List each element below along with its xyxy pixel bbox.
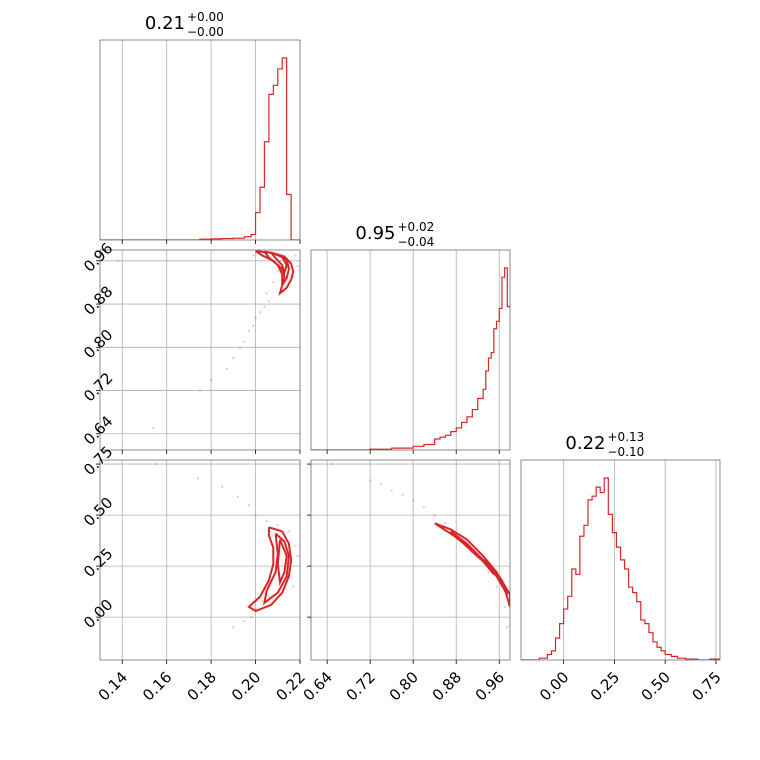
- ytick-label-2-0: 0.00: [80, 596, 116, 632]
- title-minus-1: −0.04: [398, 235, 435, 249]
- sample-point-1-17: [296, 554, 299, 558]
- xtick-label-1-1: 0.72: [343, 668, 379, 704]
- panel-frame-0-0: [99, 39, 301, 241]
- sample-point-2-7: [433, 513, 436, 517]
- sample-point-1-8: [243, 620, 246, 623]
- sample-point-1-3: [236, 495, 239, 498]
- xtick-label-0-3: 0.20: [228, 668, 264, 704]
- sample-point-1-4: [247, 503, 251, 507]
- sample-point-2-8: [444, 522, 447, 525]
- sample-point-0-18: [294, 254, 297, 257]
- sample-point-0-3: [209, 378, 213, 381]
- contour-1-0: [247, 526, 293, 613]
- sample-point-0-10: [254, 316, 257, 319]
- contour-1-2: [276, 539, 288, 587]
- xtick-label-0-4: 0.22: [272, 668, 308, 704]
- xtick-label-1-0: 0.64: [300, 668, 336, 704]
- sample-point-0-19: [296, 265, 299, 268]
- sample-point-0-1: [152, 427, 155, 430]
- sample-point-2-0: [331, 462, 334, 466]
- ytick-label-1-0: 0.64: [80, 412, 116, 448]
- sample-point-1-0: [154, 462, 157, 466]
- title-minus-0: −0.00: [187, 25, 224, 39]
- xtick-label-2-1: 0.25: [587, 668, 623, 704]
- title-value-2: 0.22: [565, 433, 605, 454]
- ytick-label-1-3: 0.88: [80, 283, 116, 319]
- title-value-1: 0.95: [355, 223, 395, 244]
- sample-point-1-7: [232, 626, 235, 629]
- ytick-label-1-2: 0.80: [80, 326, 116, 362]
- title-value-0: 0.21: [145, 13, 185, 34]
- panel-frame-2-1: [310, 459, 511, 661]
- sample-point-1-2: [221, 485, 224, 488]
- histogram-param-1: [311, 267, 510, 450]
- xtick-label-0-1: 0.16: [139, 668, 175, 704]
- sample-point-0-16: [276, 270, 279, 273]
- sample-point-0-23: [252, 254, 255, 257]
- contour-2-0: [434, 522, 510, 608]
- ytick-label-2-2: 0.50: [80, 494, 116, 530]
- sample-point-0-4: [225, 367, 228, 371]
- ytick-label-2-1: 0.25: [80, 545, 116, 581]
- sample-point-2-12: [487, 571, 490, 574]
- sample-point-0-5: [232, 356, 235, 360]
- sample-point-0-8: [247, 329, 251, 333]
- sample-point-0-7: [243, 340, 246, 344]
- sample-point-2-15: [506, 626, 509, 629]
- sample-point-2-13: [495, 585, 498, 588]
- sample-point-1-11: [261, 599, 264, 603]
- title-plus-1: +0.02: [398, 220, 435, 234]
- sample-point-2-1: [368, 479, 372, 482]
- xtick-label-1-2: 0.80: [386, 668, 422, 704]
- sample-point-0-6: [238, 346, 242, 349]
- sample-point-0-15: [272, 281, 275, 284]
- contour-0-2: [270, 251, 288, 277]
- histogram-param-2: [521, 477, 720, 660]
- sample-point-1-9: [249, 615, 253, 619]
- sample-point-1-13: [276, 524, 279, 527]
- xtick-label-1-4: 0.96: [472, 668, 508, 704]
- sample-point-2-2: [379, 483, 383, 486]
- sample-point-2-14: [503, 605, 506, 609]
- xtick-label-0-0: 0.14: [95, 668, 131, 704]
- title-minus-2: −0.10: [608, 445, 645, 459]
- xtick-label-1-3: 0.88: [429, 668, 465, 704]
- xtick-label-2-3: 0.75: [688, 668, 724, 704]
- sample-point-0-12: [263, 305, 266, 308]
- contour-1-1: [262, 532, 290, 606]
- sample-point-2-5: [411, 499, 415, 503]
- xtick-label-2-0: 0.00: [536, 668, 572, 704]
- sample-point-2-4: [401, 493, 404, 496]
- sample-point-2-6: [422, 505, 426, 509]
- sample-point-0-0: [116, 259, 119, 263]
- panel-frame-2-0: [99, 459, 301, 661]
- contour-2-2: [466, 544, 495, 575]
- histogram-param-0: [100, 57, 300, 240]
- xtick-label-2-2: 0.50: [638, 668, 674, 704]
- panel-frame-2-2: [520, 459, 721, 661]
- sample-point-1-16: [294, 544, 297, 547]
- xtick-label-0-2: 0.18: [184, 668, 220, 704]
- sample-point-1-6: [265, 520, 268, 523]
- ytick-label-1-4: 0.96: [80, 239, 116, 275]
- sample-point-0-11: [258, 310, 262, 314]
- sample-point-1-14: [287, 530, 291, 533]
- ytick-label-2-3: 0.75: [80, 443, 116, 479]
- sample-point-1-5: [254, 513, 257, 517]
- title-plus-0: +0.00: [187, 10, 224, 24]
- sample-point-0-13: [267, 300, 271, 303]
- ytick-label-1-1: 0.72: [80, 369, 116, 405]
- sample-point-0-14: [265, 292, 268, 295]
- panel-frame-1-0: [99, 249, 301, 451]
- sample-point-1-12: [267, 595, 271, 598]
- sample-point-0-9: [252, 324, 255, 327]
- sample-point-1-1: [196, 477, 199, 480]
- sample-point-0-2: [198, 389, 202, 392]
- panel-frame-1-1: [310, 249, 511, 451]
- title-plus-2: +0.13: [608, 430, 645, 444]
- sample-point-1-15: [292, 585, 295, 588]
- sample-point-2-3: [390, 489, 393, 492]
